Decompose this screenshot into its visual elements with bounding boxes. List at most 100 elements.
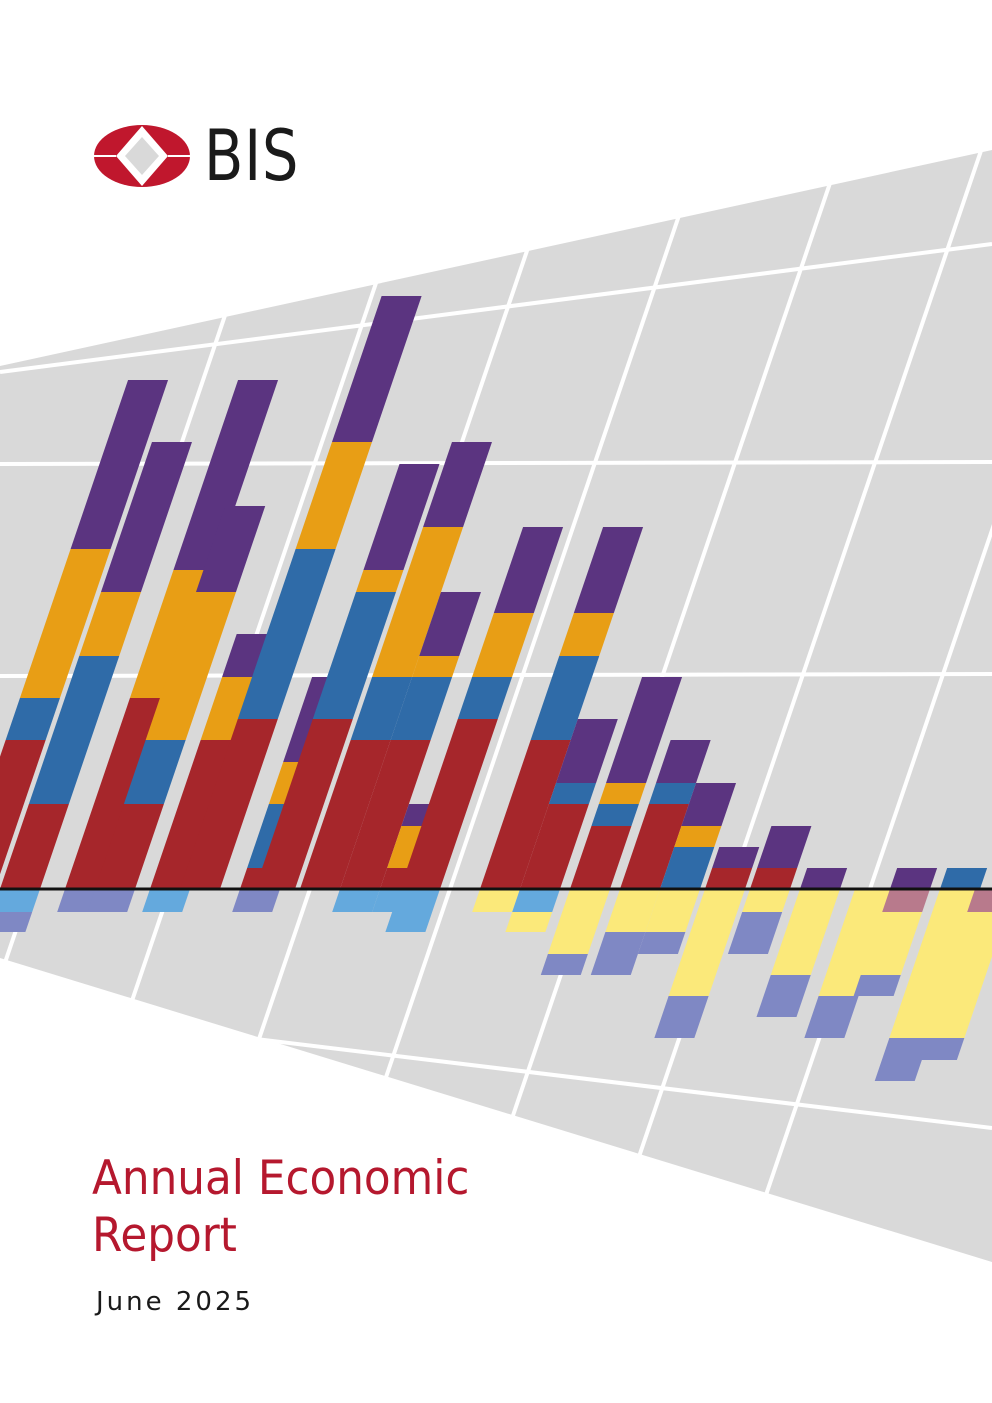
cover-bar-segment bbox=[668, 889, 745, 996]
cover-bar-segment bbox=[70, 380, 169, 549]
report-title-line-1: Annual Economic bbox=[92, 1151, 470, 1206]
cover-bar-segment bbox=[818, 889, 895, 996]
cover-bar-segment bbox=[295, 442, 372, 549]
cover-bar-segment bbox=[750, 868, 798, 889]
cover-bar-segment bbox=[559, 613, 614, 656]
cover-bar-segment bbox=[100, 442, 192, 592]
report-date: June 2025 bbox=[96, 1287, 255, 1317]
cover-bar-segment bbox=[620, 804, 689, 889]
bis-logo-text: BIS bbox=[204, 115, 300, 197]
cover-bar-segment bbox=[674, 826, 722, 847]
cover-bar-segment bbox=[570, 826, 632, 889]
cover-bar-segment bbox=[457, 677, 513, 719]
cover-bar-segment bbox=[556, 719, 618, 783]
cover-bar-segment bbox=[660, 847, 715, 889]
cover-bar-segment bbox=[804, 996, 859, 1038]
cover-bar-segment bbox=[890, 868, 938, 889]
cover-bar-segment bbox=[200, 677, 263, 740]
cover-bar-segment bbox=[916, 1038, 965, 1060]
cover-bar-segment bbox=[681, 783, 737, 826]
cover-bars bbox=[0, 296, 992, 1081]
cover-bar-segment bbox=[312, 592, 396, 719]
cover-bar-segment bbox=[372, 527, 464, 677]
cover-bar-segment bbox=[505, 912, 553, 932]
cover-bar-segment bbox=[5, 698, 60, 740]
cover-bar-segment bbox=[19, 549, 111, 698]
cover-bar-segment bbox=[195, 506, 266, 592]
cover-bar-segment bbox=[87, 889, 135, 912]
cover-bar-segment bbox=[853, 975, 901, 996]
bis-logo: BIS bbox=[92, 120, 320, 192]
cover-bar-segment bbox=[540, 954, 588, 975]
cover-bar-segment bbox=[142, 889, 190, 912]
cover-bar-segment bbox=[882, 889, 930, 912]
cover-bar-segment bbox=[79, 592, 141, 656]
cover-bar-segment bbox=[95, 804, 164, 889]
cover-bar-segment bbox=[340, 740, 431, 889]
cover-bar-segment bbox=[705, 868, 753, 889]
cover-bar-segment bbox=[654, 996, 709, 1038]
cover-bar-segment bbox=[860, 912, 923, 975]
cover-bar-segment bbox=[412, 656, 460, 677]
grid-line-slanted bbox=[741, 523, 992, 1263]
cover-bar-segment bbox=[145, 592, 236, 740]
cover-bar-segment bbox=[548, 783, 597, 804]
cover-bar-segment bbox=[123, 740, 186, 804]
grid-line-slanted bbox=[321, 149, 704, 1263]
cover-bar-segment bbox=[967, 889, 992, 912]
cover-bar-segment bbox=[363, 464, 440, 570]
cover-bar-segment bbox=[598, 783, 647, 804]
cover-bar-segment bbox=[530, 656, 600, 740]
cover-bar-segment bbox=[237, 549, 336, 719]
cover-bar-segment bbox=[757, 826, 812, 868]
cover-bar-segment bbox=[591, 804, 639, 826]
cover-bar-segment bbox=[648, 783, 697, 804]
grid-line-horizontal bbox=[0, 1006, 992, 1130]
bis-logo-mark-icon bbox=[94, 125, 190, 187]
cover-bar-segment bbox=[0, 740, 46, 875]
cover-bar-segment bbox=[520, 804, 589, 889]
cover-bar-segment bbox=[924, 912, 992, 1038]
cover-bar-segment bbox=[0, 912, 33, 932]
cover-bar-segment bbox=[605, 889, 660, 932]
cover-bar-segment bbox=[180, 719, 278, 889]
cover-bar-segment bbox=[65, 698, 170, 889]
cover-bar-segment bbox=[727, 912, 783, 954]
cover-bar-segment bbox=[390, 677, 453, 740]
grid-line-slanted bbox=[601, 149, 984, 1263]
cover-bar-segment bbox=[355, 570, 404, 592]
cover-bar-segment bbox=[770, 889, 840, 975]
cover-bar-segment bbox=[332, 889, 380, 912]
cover-bar-segment bbox=[480, 740, 571, 889]
cover-bar-segment bbox=[472, 889, 520, 912]
cover-bar-segment bbox=[493, 527, 564, 613]
cover-bar-segment bbox=[472, 613, 534, 677]
cover-bar-segment bbox=[606, 677, 683, 783]
cover-bar-segment bbox=[637, 932, 686, 954]
cover-bar-segment bbox=[590, 932, 646, 975]
cover-bar-segment bbox=[385, 889, 440, 932]
cover-bar-segment bbox=[742, 889, 790, 912]
cover-bar-segment bbox=[800, 868, 848, 889]
cover-bar-segment bbox=[756, 975, 811, 1017]
cover-bar-segment bbox=[712, 847, 760, 868]
cover-bar-segment bbox=[400, 719, 498, 889]
cover-bar-segment bbox=[350, 677, 413, 740]
cover-bar-segment bbox=[940, 868, 988, 889]
report-title: Annual Economic Report bbox=[92, 1150, 469, 1264]
cover-bar-segment bbox=[547, 889, 610, 954]
cover-bar-segment bbox=[0, 889, 40, 912]
cover-bar-segment bbox=[423, 442, 492, 527]
cover-bar-segment bbox=[419, 592, 481, 656]
cover-bar-segment bbox=[656, 740, 711, 783]
cover-bar-segment bbox=[0, 804, 69, 889]
cover-bar-segment bbox=[512, 889, 560, 912]
cover-bar-segment bbox=[255, 719, 353, 889]
cover-bar-segment bbox=[573, 527, 644, 613]
cover-bar-segment bbox=[874, 1038, 930, 1081]
cover-bar-segment bbox=[232, 889, 280, 912]
grid-line-horizontal bbox=[0, 242, 992, 374]
cover-bar-segment bbox=[889, 889, 980, 1038]
cover-bar-segment bbox=[331, 296, 422, 442]
